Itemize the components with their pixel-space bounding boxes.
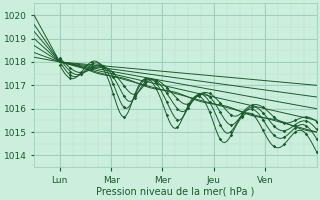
- X-axis label: Pression niveau de la mer( hPa ): Pression niveau de la mer( hPa ): [96, 187, 254, 197]
